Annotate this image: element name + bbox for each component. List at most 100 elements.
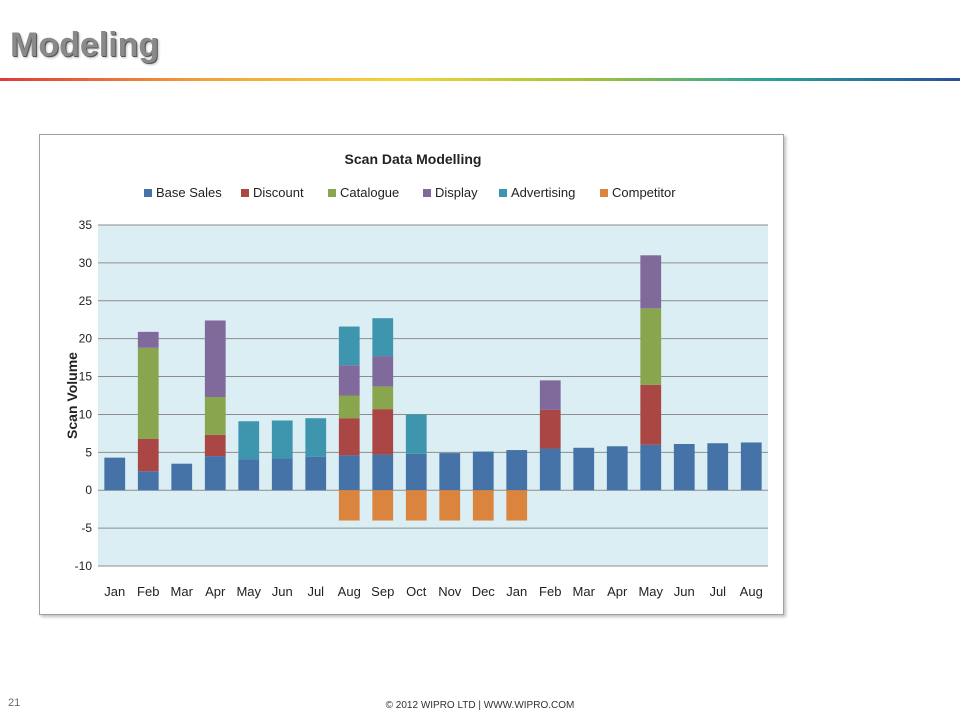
bar-base-sales-14 (539, 448, 561, 491)
y-tick-label: -5 (81, 521, 92, 535)
page-number: 21 (8, 697, 21, 709)
x-tick-label: Mar (573, 584, 596, 599)
y-tick-label: 30 (79, 256, 93, 270)
bar-catalogue-4 (204, 397, 226, 435)
chart-title: Scan Data Modelling (345, 151, 482, 167)
bar-advertising-9 (372, 318, 394, 357)
bar-display-4 (204, 320, 226, 398)
bar-base-sales-16 (606, 446, 628, 491)
x-tick-label: Oct (406, 584, 427, 599)
bar-base-sales-11 (439, 453, 461, 491)
x-tick-label: Feb (539, 584, 561, 599)
slide-title: Modeling (10, 26, 160, 64)
legend-swatch-3 (328, 189, 336, 197)
bar-catalogue-9 (372, 386, 394, 410)
legend-swatch-4 (423, 189, 431, 197)
legend-label-5: Advertising (511, 185, 575, 200)
bar-base-sales-19 (707, 443, 729, 491)
bar-base-sales-17 (640, 444, 662, 491)
bar-advertising-7 (305, 418, 327, 457)
x-tick-label: May (638, 584, 663, 599)
bar-discount-14 (539, 409, 561, 449)
legend-swatch-2 (241, 189, 249, 197)
bar-competitor-11 (439, 490, 461, 521)
x-tick-label: Jul (307, 584, 324, 599)
x-tick-label: Aug (740, 584, 763, 599)
plot-area (98, 225, 768, 566)
legend-label-3: Catalogue (340, 185, 399, 200)
bar-display-8 (338, 365, 360, 396)
bar-advertising-6 (271, 420, 293, 459)
x-tick-label: Mar (171, 584, 194, 599)
y-tick-label: 0 (85, 483, 92, 497)
bar-advertising-5 (238, 421, 260, 460)
bar-competitor-8 (338, 490, 360, 521)
bar-base-sales-4 (204, 456, 226, 491)
bar-competitor-9 (372, 490, 394, 521)
legend-label-6: Competitor (612, 185, 676, 200)
bar-catalogue-2 (137, 347, 159, 439)
y-tick-label: 5 (85, 445, 92, 459)
bar-competitor-13 (506, 490, 528, 521)
x-tick-label: Jul (709, 584, 726, 599)
bar-base-sales-13 (506, 450, 528, 491)
bar-competitor-12 (472, 490, 494, 521)
y-tick-label: 20 (79, 332, 93, 346)
bar-display-2 (137, 331, 159, 348)
y-axis-title: Scan Volume (64, 352, 80, 439)
bar-discount-17 (640, 384, 662, 445)
footer-copyright: © 2012 WIPRO LTD | WWW.WIPRO.COM (385, 700, 575, 711)
bar-discount-8 (338, 418, 360, 456)
bar-base-sales-5 (238, 459, 260, 491)
x-tick-label: Feb (137, 584, 159, 599)
bar-base-sales-2 (137, 471, 159, 491)
title-divider (0, 78, 960, 81)
legend-label-2: Discount (253, 185, 304, 200)
bar-display-17 (640, 255, 662, 309)
legend-swatch-6 (600, 189, 608, 197)
bar-competitor-10 (405, 490, 427, 521)
bar-base-sales-10 (405, 453, 427, 491)
legend-swatch-5 (499, 189, 507, 197)
y-tick-label: 10 (79, 407, 93, 421)
y-tick-label: -10 (75, 559, 93, 573)
x-tick-label: Apr (205, 584, 226, 599)
x-tick-label: Apr (607, 584, 628, 599)
x-tick-label: Nov (438, 584, 462, 599)
bar-base-sales-3 (171, 463, 193, 491)
scan-data-chart: Scan Data Modelling Base Sales Discount Cat… (64, 151, 768, 599)
legend-swatch-1 (144, 189, 152, 197)
legend-label-1: Base Sales (156, 185, 222, 200)
x-tick-label: Jun (674, 584, 695, 599)
bar-base-sales-1 (104, 457, 126, 491)
bar-base-sales-18 (673, 443, 695, 491)
bar-base-sales-8 (338, 455, 360, 491)
legend-label-4: Display (435, 185, 478, 200)
bar-advertising-8 (338, 326, 360, 366)
bar-catalogue-17 (640, 308, 662, 385)
x-tick-label: Dec (472, 584, 496, 599)
x-tick-label: May (236, 584, 261, 599)
bar-advertising-10 (405, 414, 427, 454)
bar-base-sales-7 (305, 456, 327, 491)
x-tick-label: Aug (338, 584, 361, 599)
bar-base-sales-20 (740, 442, 762, 491)
bar-base-sales-6 (271, 458, 293, 491)
bar-display-14 (539, 380, 561, 410)
y-tick-label: 25 (79, 294, 93, 308)
y-tick-label: 15 (79, 370, 93, 384)
chart-frame: Scan Data Modelling Base Sales Discount Cat… (39, 134, 784, 615)
bar-display-9 (372, 356, 394, 387)
bar-base-sales-9 (372, 454, 394, 491)
x-tick-label: Jan (104, 584, 125, 599)
bar-discount-2 (137, 438, 159, 472)
x-tick-label: Jun (272, 584, 293, 599)
bar-catalogue-8 (338, 395, 360, 419)
bar-base-sales-12 (472, 451, 494, 491)
bar-base-sales-15 (573, 447, 595, 491)
x-tick-label: Jan (506, 584, 527, 599)
bar-discount-9 (372, 409, 394, 455)
bar-discount-4 (204, 434, 226, 457)
y-tick-label: 35 (79, 218, 93, 232)
x-tick-label: Sep (371, 584, 394, 599)
